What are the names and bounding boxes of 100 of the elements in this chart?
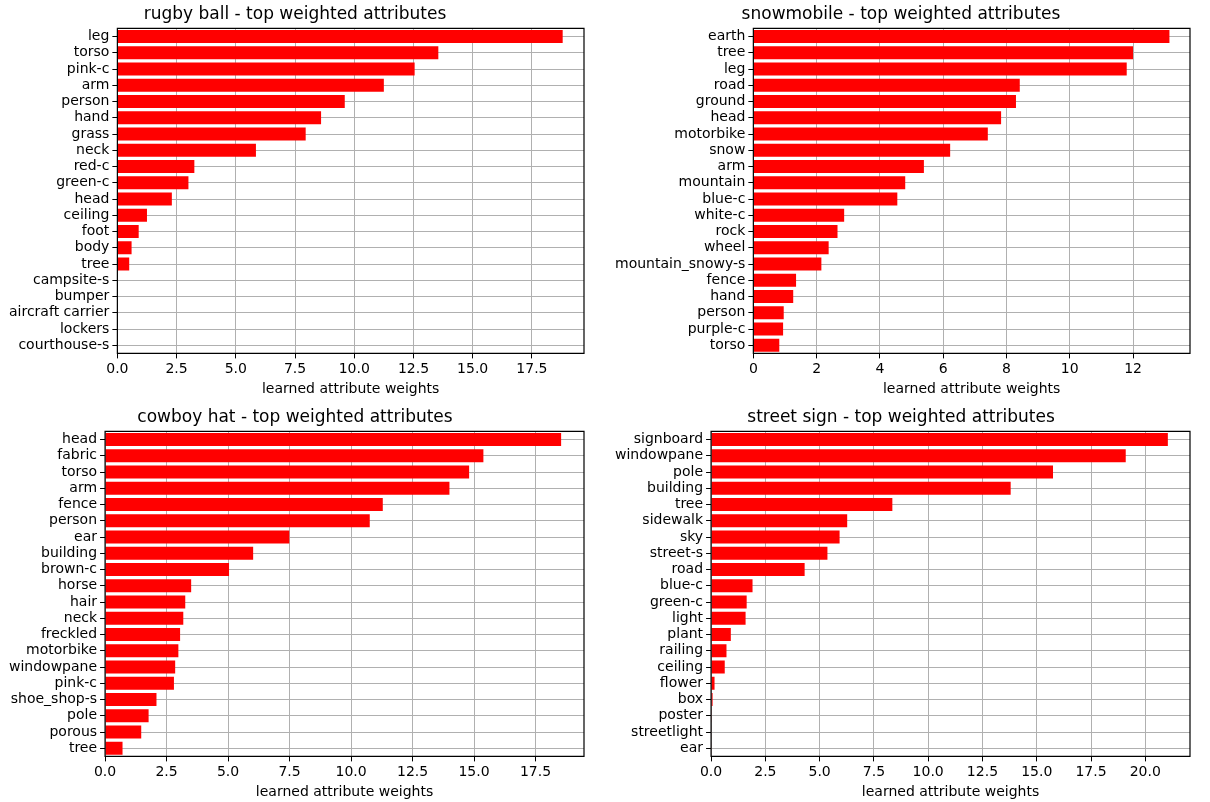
y-tick-label: tree	[717, 43, 746, 60]
x-tick-label: 20.0	[1129, 763, 1161, 780]
y-tick-label: poster	[658, 706, 704, 723]
y-tick-label: head	[74, 189, 110, 206]
x-tick-label: 12.5	[397, 360, 430, 377]
y-tick-label: head	[62, 430, 98, 447]
y-tick-label: rock	[715, 222, 747, 239]
x-tick-label: 7.5	[862, 763, 886, 780]
y-tick-label: building	[40, 543, 98, 560]
y-tick-label: person	[49, 511, 98, 528]
x-tick-label: 0.0	[93, 763, 117, 780]
y-tick-label: hand	[74, 108, 110, 125]
x-tick-label: 2.5	[754, 763, 777, 780]
y-tick-label: ear	[680, 738, 704, 755]
x-tick-label: 5.0	[224, 360, 247, 377]
x-tick-label: 15.0	[458, 763, 490, 780]
x-tick-label: 12.5	[396, 763, 429, 780]
y-tick-label: building	[646, 478, 704, 495]
x-tick-label: 17.5	[1075, 763, 1107, 780]
y-tick-label: foot	[81, 222, 110, 239]
y-tick-label: bumper	[54, 287, 110, 304]
x-axis-title: learned attribute weights	[255, 783, 434, 800]
y-tick-label: wheel	[703, 238, 746, 255]
y-tick-label: person	[61, 92, 110, 109]
y-tick-label: tree	[674, 495, 704, 512]
y-tick-label: sky	[679, 527, 704, 544]
y-tick-label: blue-c	[660, 576, 704, 593]
x-tick-label: 8	[1002, 360, 1011, 377]
y-tick-label: torso	[61, 462, 98, 479]
x-tick-label: 0.0	[699, 763, 723, 780]
y-tick-label: arm	[69, 478, 98, 495]
y-tick-label: pink-c	[54, 673, 98, 690]
y-tick-label: mountain	[678, 173, 746, 190]
y-tick-label: neck	[76, 140, 111, 157]
y-tick-label: railing	[659, 641, 704, 658]
x-tick-label: 15.0	[1021, 763, 1053, 780]
y-tick-label: box	[677, 690, 704, 707]
x-tick-label: 5.0	[808, 763, 831, 780]
chart-title: rugby ball - top weighted attributes	[143, 2, 447, 23]
y-tick-label: arm	[81, 75, 110, 92]
y-tick-label: motorbike	[674, 124, 746, 141]
y-tick-label: campsite-s	[32, 270, 110, 287]
y-tick-label: blue-c	[702, 189, 746, 206]
y-tick-label: body	[74, 238, 110, 255]
y-tick-label: aircraft carrier	[9, 303, 110, 320]
x-tick-label: 4	[875, 360, 885, 377]
y-tick-label: windowpane	[8, 657, 98, 674]
y-tick-label: tree	[81, 254, 110, 271]
y-tick-label: snow	[709, 140, 746, 157]
y-tick-label: flower	[659, 673, 704, 690]
x-tick-label: 2	[812, 360, 822, 377]
x-tick-label: 10.0	[335, 763, 367, 780]
y-tick-label: arm	[717, 157, 746, 174]
y-tick-label: white-c	[694, 205, 746, 222]
y-tick-label: torso	[73, 43, 110, 60]
x-tick-label: 7.5	[283, 360, 307, 377]
x-tick-label: 12	[1124, 360, 1142, 377]
y-tick-label: horse	[57, 576, 98, 593]
y-tick-label: light	[672, 608, 704, 625]
y-tick-label: ground	[695, 92, 746, 109]
x-tick-label: 10	[1060, 360, 1079, 377]
chart-title: cowboy hat - top weighted attributes	[137, 405, 453, 426]
y-tick-label: ceiling	[657, 657, 704, 674]
y-tick-label: shoe_shop-s	[10, 690, 98, 707]
x-tick-label: 2.5	[165, 360, 188, 377]
y-tick-label: ceiling	[63, 205, 110, 222]
y-tick-label: brown-c	[41, 560, 98, 577]
y-tick-label: sidewalk	[642, 511, 704, 528]
y-tick-label: fence	[706, 270, 746, 287]
y-tick-label: road	[671, 560, 704, 577]
x-tick-label: 17.5	[519, 763, 552, 780]
x-axis-title: learned attribute weights	[861, 783, 1040, 800]
x-axis-title: learned attribute weights	[882, 380, 1061, 397]
y-tick-label: ear	[74, 527, 98, 544]
x-tick-label: 17.5	[516, 360, 548, 377]
y-tick-label: fence	[58, 495, 98, 512]
y-tick-label: pole	[67, 706, 98, 723]
y-tick-label: tree	[68, 738, 98, 755]
x-tick-label: 2.5	[155, 763, 178, 780]
y-tick-label: streetlight	[631, 722, 704, 739]
y-tick-label: hand	[710, 287, 746, 304]
chart-title: snowmobile - top weighted attributes	[741, 2, 1061, 23]
y-tick-label: hair	[69, 592, 98, 609]
y-tick-label: leg	[723, 59, 746, 76]
y-tick-label: street-s	[649, 543, 704, 560]
x-tick-label: 12.5	[966, 763, 999, 780]
y-tick-label: porous	[49, 722, 98, 739]
x-tick-label: 15.0	[457, 360, 489, 377]
y-tick-label: pink-c	[66, 59, 110, 76]
y-tick-label: pole	[673, 462, 704, 479]
y-tick-label: courthouse-s	[18, 335, 110, 352]
y-tick-label: signboard	[633, 430, 704, 447]
x-tick-label: 0.0	[106, 360, 129, 377]
y-tick-label: leg	[87, 27, 110, 44]
y-tick-label: red-c	[73, 157, 110, 174]
y-tick-label: green-c	[649, 592, 704, 609]
y-tick-label: motorbike	[26, 641, 98, 658]
y-tick-label: fabric	[57, 446, 98, 463]
y-tick-label: torso	[709, 335, 746, 352]
y-tick-label: mountain_snowy-s	[614, 254, 746, 271]
